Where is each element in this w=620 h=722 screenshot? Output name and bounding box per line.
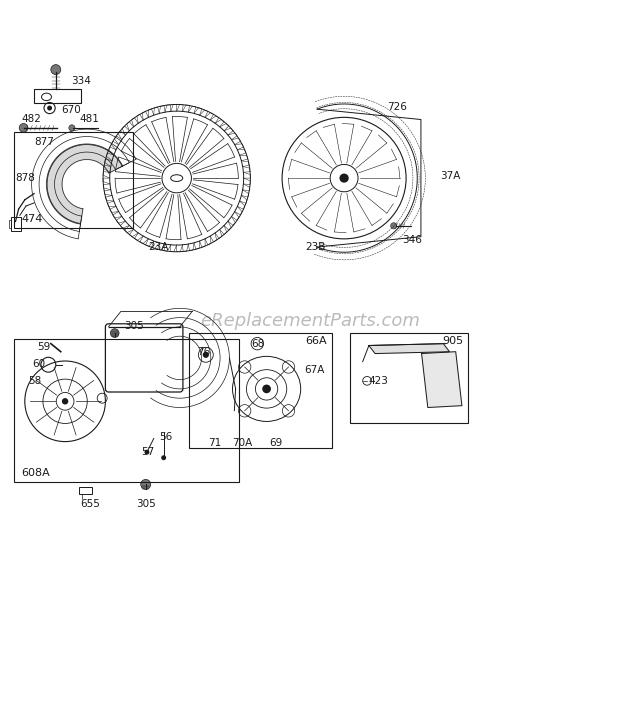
- Text: 877: 877: [34, 136, 54, 147]
- Text: 305: 305: [124, 321, 144, 331]
- Circle shape: [69, 125, 75, 131]
- Bar: [9, 219, 11, 228]
- Text: 57: 57: [141, 447, 154, 457]
- Text: 905: 905: [442, 336, 463, 347]
- Bar: [14, 131, 133, 227]
- Text: 69: 69: [270, 438, 283, 448]
- Text: 481: 481: [79, 113, 99, 123]
- Text: 482: 482: [22, 113, 42, 123]
- Circle shape: [47, 105, 52, 110]
- Circle shape: [391, 223, 397, 229]
- Ellipse shape: [340, 173, 348, 183]
- Text: 56: 56: [159, 432, 172, 442]
- Polygon shape: [369, 344, 450, 354]
- Bar: [14, 339, 239, 482]
- Polygon shape: [422, 352, 462, 407]
- Text: 71: 71: [208, 438, 221, 448]
- Circle shape: [51, 65, 61, 74]
- Text: 334: 334: [71, 76, 91, 86]
- Text: 59: 59: [37, 342, 50, 352]
- Circle shape: [110, 329, 119, 337]
- Text: 60: 60: [32, 359, 45, 369]
- Text: 76: 76: [197, 347, 210, 357]
- Text: 67A: 67A: [304, 365, 324, 375]
- Bar: [79, 487, 92, 495]
- Text: 726: 726: [388, 102, 407, 112]
- Bar: [350, 333, 468, 423]
- Text: 66A: 66A: [305, 336, 327, 347]
- Bar: [34, 90, 81, 103]
- Circle shape: [144, 450, 149, 455]
- Text: eReplacementParts.com: eReplacementParts.com: [200, 312, 420, 330]
- Text: 68: 68: [251, 339, 264, 349]
- Text: 346: 346: [402, 235, 422, 245]
- Text: 58: 58: [28, 376, 41, 386]
- Text: 37A: 37A: [440, 171, 461, 181]
- Circle shape: [141, 479, 151, 490]
- Circle shape: [62, 398, 68, 404]
- Text: 655: 655: [80, 499, 100, 508]
- Text: 23A: 23A: [148, 242, 168, 252]
- Text: 878: 878: [16, 173, 35, 183]
- Text: 305: 305: [136, 499, 156, 508]
- Polygon shape: [46, 144, 123, 224]
- Circle shape: [19, 123, 28, 132]
- Circle shape: [262, 385, 271, 393]
- Circle shape: [203, 352, 209, 358]
- Text: 70A: 70A: [232, 438, 253, 448]
- Text: 423: 423: [368, 376, 388, 386]
- Text: 608A: 608A: [21, 468, 50, 478]
- Text: 23B: 23B: [305, 242, 325, 252]
- Bar: [189, 333, 332, 448]
- Text: 670: 670: [61, 105, 81, 115]
- Text: 474: 474: [21, 214, 42, 224]
- Bar: [11, 217, 21, 231]
- Circle shape: [161, 456, 166, 460]
